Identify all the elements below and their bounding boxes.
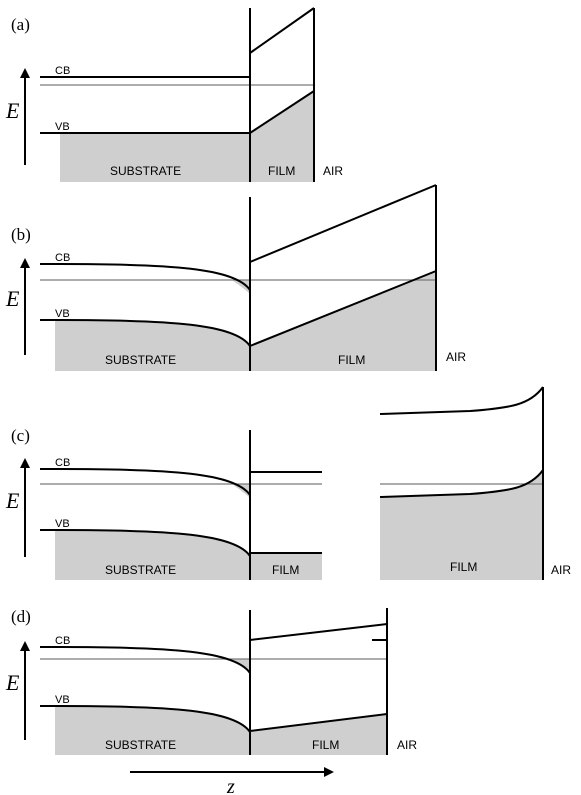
substrate-label: SUBSTRATE xyxy=(110,164,181,178)
substrate-conduction-band xyxy=(40,468,251,496)
substrate-fermi-pocket xyxy=(232,280,250,294)
film-label: FILM xyxy=(268,164,295,178)
cb-label: CB xyxy=(55,457,70,469)
thick-film-label: FILM xyxy=(450,560,477,574)
film-valence-fill xyxy=(250,271,436,371)
film-valence-fill xyxy=(250,714,387,755)
film-valence-band xyxy=(249,90,315,134)
thick-film-valence-fill xyxy=(380,470,543,580)
vb-label: VB xyxy=(55,694,70,706)
substrate-valence-fill xyxy=(60,133,250,182)
substrate-label: SUBSTRATE xyxy=(105,738,176,752)
film-conduction-band xyxy=(249,7,315,54)
substrate-valence-band xyxy=(40,529,251,557)
vb-label: VB xyxy=(55,121,70,133)
energy-axis-label: E xyxy=(5,98,20,123)
air-label: AIR xyxy=(551,563,571,577)
panel-d-label: (d) xyxy=(11,607,31,626)
cb-label: CB xyxy=(55,252,70,264)
substrate-fermi-pocket xyxy=(232,659,250,673)
vb-label: VB xyxy=(55,518,70,530)
air-label: AIR xyxy=(446,350,466,364)
substrate-valence-fill xyxy=(55,320,250,371)
film-valence-band xyxy=(249,713,388,732)
substrate-label: SUBSTRATE xyxy=(105,563,176,577)
panel-c: (c) E CB VB SUBSTRATE FILM FILM AIR xyxy=(5,386,571,580)
position-axis-label: z xyxy=(226,776,235,795)
film-conduction-band xyxy=(249,184,437,263)
vb-label: VB xyxy=(55,308,70,320)
energy-axis-label: E xyxy=(5,670,20,695)
film-label: FILM xyxy=(312,738,339,752)
cb-label: CB xyxy=(55,65,70,77)
thick-film-valence-band xyxy=(379,469,544,498)
panel-d: (d) E CB VB SUBSTRATE FILM AIR xyxy=(5,607,417,755)
panel-a: (a) E CB VB SUBSTRATE FILM AIR xyxy=(5,7,343,182)
energy-axis-label: E xyxy=(5,488,20,513)
substrate-conduction-band xyxy=(40,646,251,674)
cb-label: CB xyxy=(55,635,70,647)
thick-film-conduction-band xyxy=(379,386,544,415)
substrate-valence-fill xyxy=(55,530,250,580)
substrate-label: SUBSTRATE xyxy=(105,353,176,367)
film-conduction-band xyxy=(249,623,388,641)
substrate-valence-band xyxy=(40,319,251,347)
substrate-conduction-band xyxy=(40,263,251,291)
substrate-valence-band xyxy=(40,705,251,733)
substrate-fermi-pocket xyxy=(232,484,250,498)
energy-axis-label: E xyxy=(5,286,20,311)
air-label: AIR xyxy=(397,738,417,752)
film-valence-band xyxy=(249,270,437,347)
thin-film-valence-fill xyxy=(250,553,322,580)
substrate-valence-fill xyxy=(55,706,250,755)
panel-c-label: (c) xyxy=(11,426,30,445)
panel-b-label: (b) xyxy=(11,225,31,244)
film-valence-fill xyxy=(250,91,314,182)
thin-film-label: FILM xyxy=(272,563,299,577)
film-label: FILM xyxy=(338,353,365,367)
panel-a-label: (a) xyxy=(11,15,30,34)
panel-b: (b) E CB VB SUBSTRATE FILM AIR xyxy=(5,184,466,371)
air-label: AIR xyxy=(323,164,343,178)
